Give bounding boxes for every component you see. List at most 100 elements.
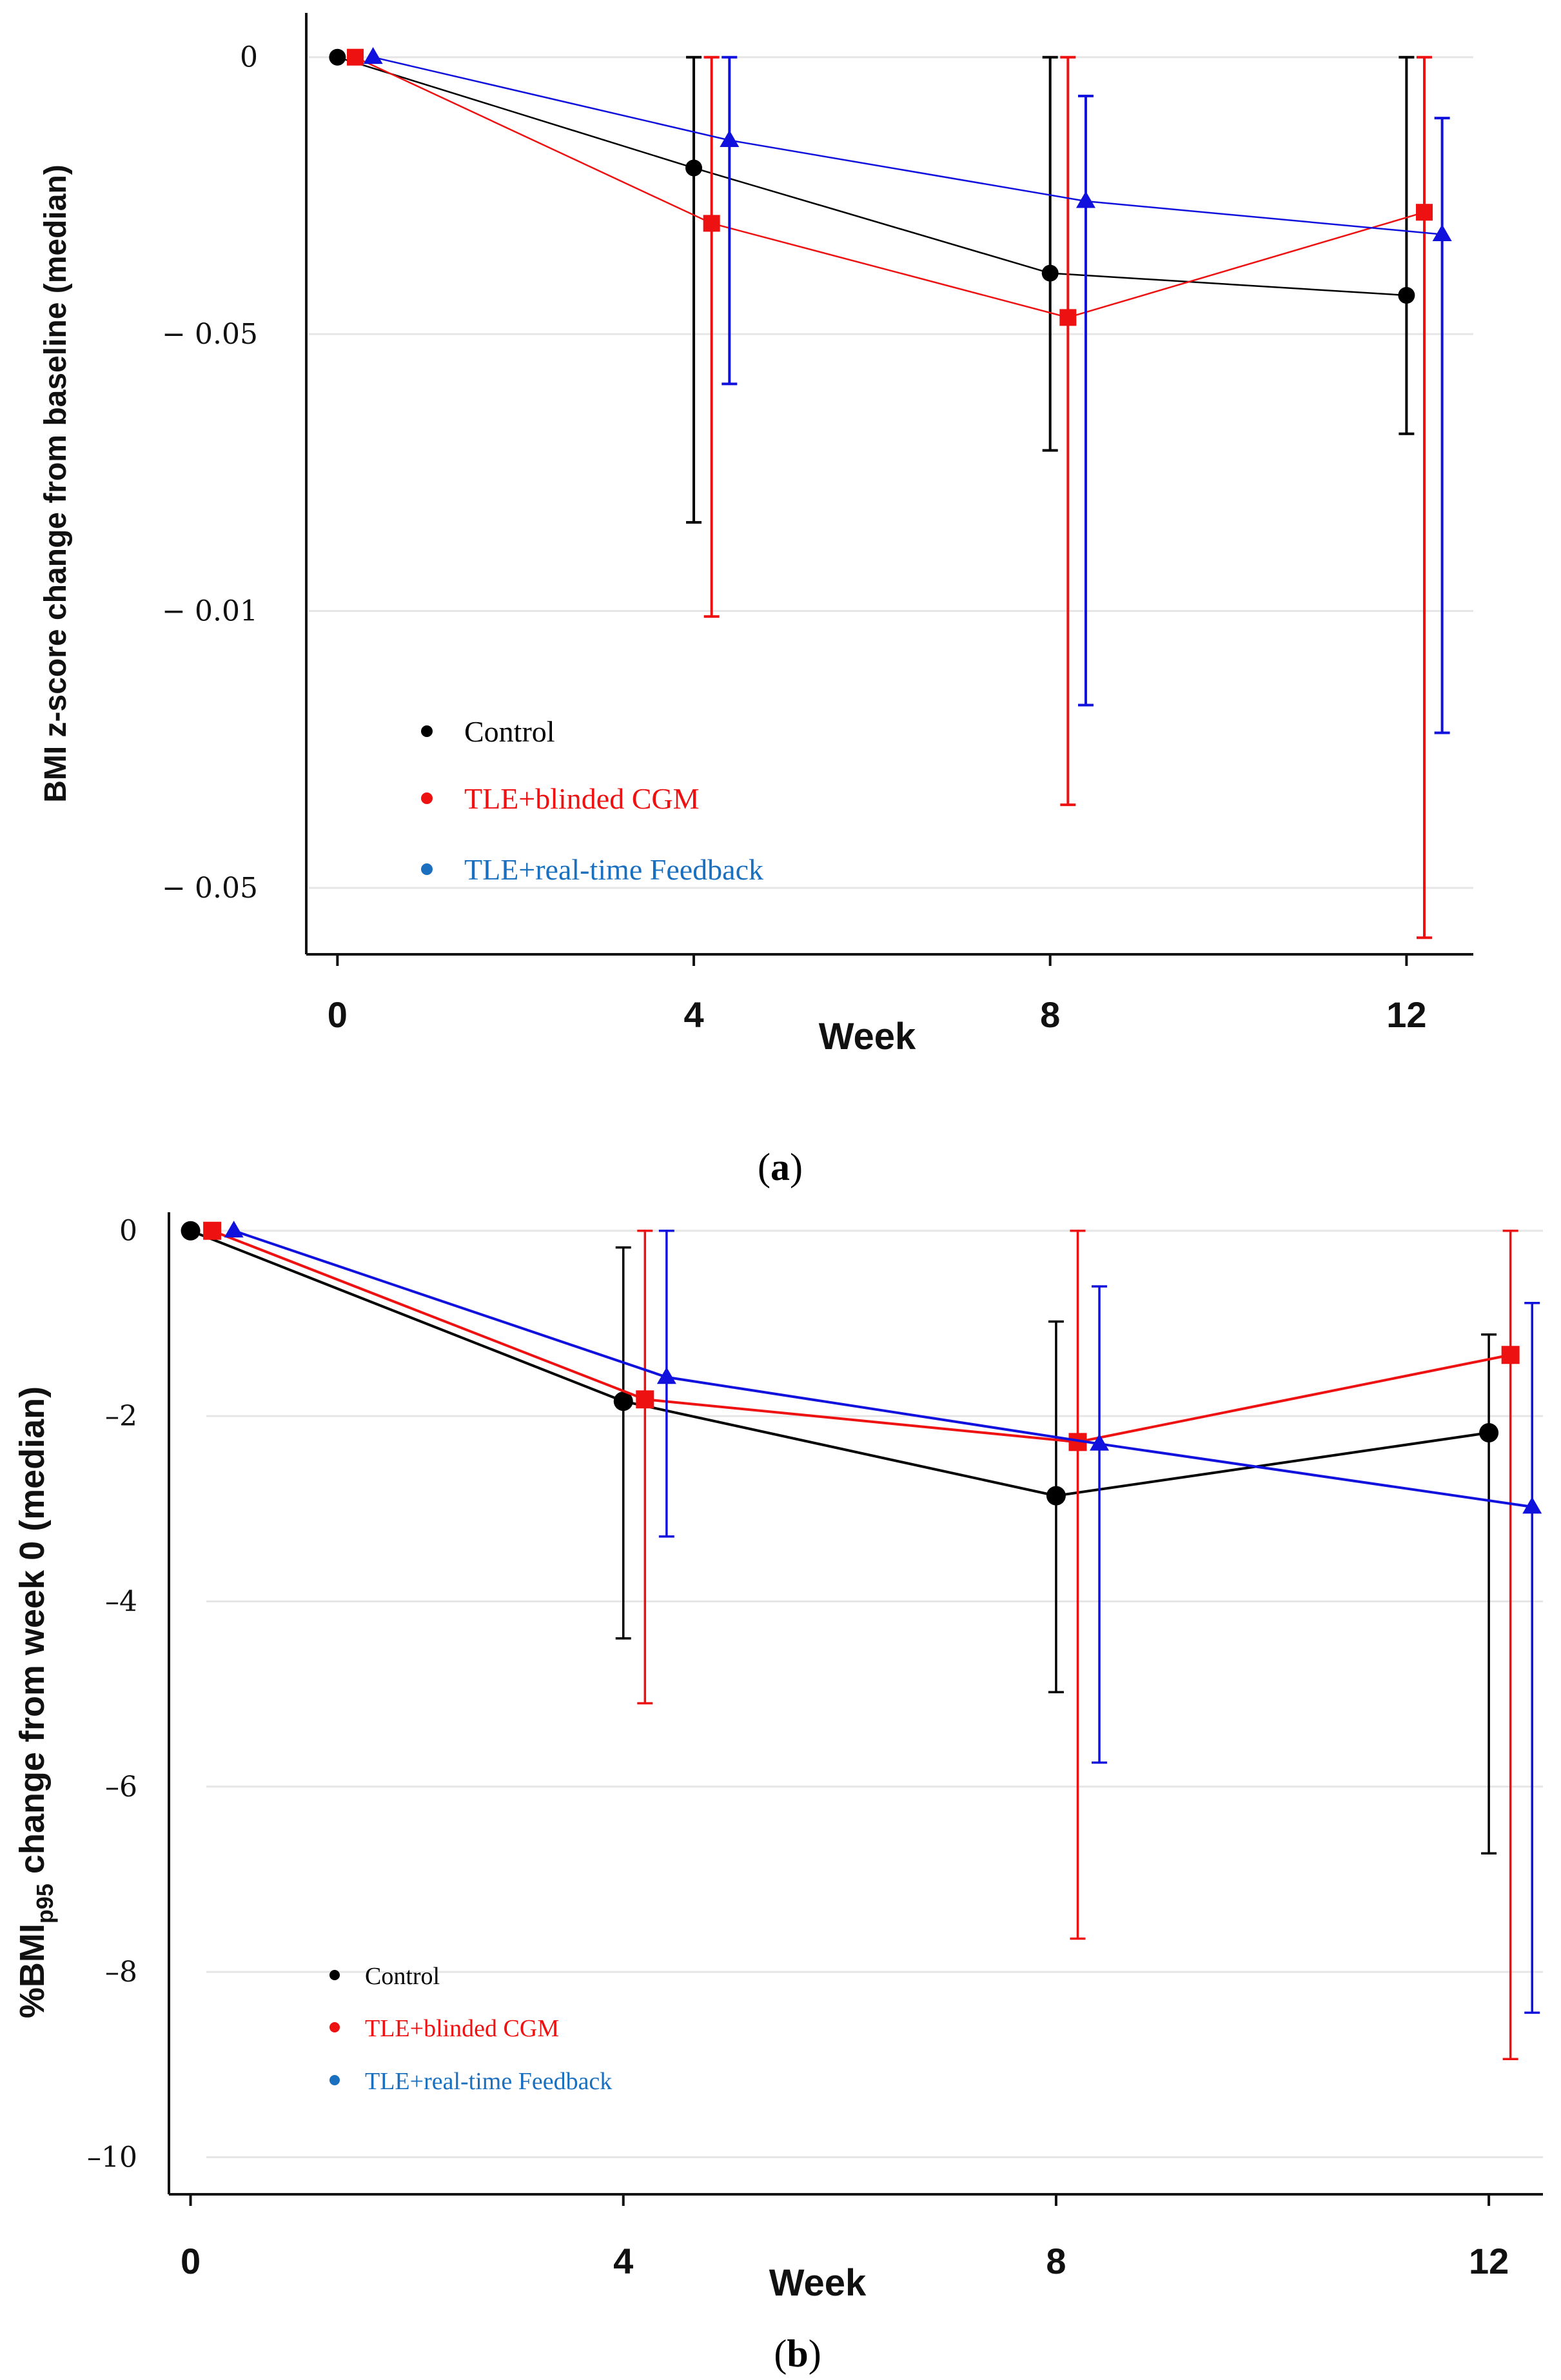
- panel-a-point-blinded: [703, 215, 720, 232]
- panel-a-series-control: [329, 48, 1415, 524]
- panel-b-x-tick-label: 12: [1469, 2241, 1509, 2281]
- panel-b-point-control: [1046, 1486, 1066, 1506]
- panel-a-point-realtime: [363, 47, 383, 64]
- panel-b-y-axis-label: %BMIp95 change from week 0 (median): [13, 1386, 58, 2018]
- panel-b-legend-marker-blinded: [329, 2022, 340, 2032]
- panel-a-legend: Control TLE+blinded CGM TLE+real-time Fe…: [421, 715, 763, 886]
- panel-b-y-tick-label: –2: [105, 1400, 137, 1433]
- panel-b-point-realtime: [1522, 1497, 1542, 1514]
- panel-a-point-blinded: [1059, 309, 1077, 326]
- panel-b-y-ticks: 0 –2 –4 –6 –8 –10: [87, 1215, 137, 2174]
- panel-b-series-blinded: [203, 1221, 1520, 2060]
- panel-a-series: [329, 47, 1452, 939]
- panel-a-legend-label-blinded: TLE+blinded CGM: [464, 782, 700, 815]
- panel-a-y-tick-label: − 0.05: [162, 318, 258, 351]
- panel-a-errorbar-control: [1042, 55, 1058, 452]
- panel-a-errorbar-blinded: [1060, 55, 1076, 807]
- panel-b-line-control: [190, 1229, 1489, 1497]
- panel-a-series-realtime: [363, 47, 1452, 734]
- panel-a-y-tick-label: − 0.01: [162, 595, 258, 628]
- panel-a-point-realtime: [1432, 224, 1452, 241]
- panel-b-gridlines: [206, 1230, 1543, 2159]
- panel-a-x-tick-label: 4: [683, 994, 703, 1035]
- panel-b-y-axis-label-main: %BMI: [13, 1923, 52, 2018]
- panel-b-legend-label-control: Control: [365, 1963, 440, 1990]
- panel-b-point-realtime: [656, 1367, 676, 1384]
- panel-b-errorbar-control: [615, 1246, 631, 1640]
- panel-a-line-control: [337, 56, 1407, 297]
- panel-a-x-ticks: 0 4 8 12: [328, 954, 1427, 1035]
- panel-a-y-ticks: 0 − 0.05 − 0.01 − 0.05: [162, 41, 258, 905]
- panel-b-x-ticks: 0 4 8 12: [181, 2194, 1509, 2281]
- panel-a-line-realtime: [373, 56, 1442, 235]
- panel-b-series: [181, 1221, 1542, 2060]
- panel-a-line-blinded: [355, 56, 1425, 319]
- panel-b-point-control: [613, 1392, 633, 1411]
- panel-b-errorbar-control: [1481, 1333, 1497, 1855]
- panel-b-errorbar-blinded: [1502, 1229, 1518, 2060]
- panel-b-caption: (b): [774, 2332, 821, 2375]
- panel-b-series-control: [181, 1221, 1499, 1855]
- panel-b-chart: 0 4 8 12 0 –2 –4 –6 –8 –10 Week %BMIp95 change f…: [13, 1212, 1543, 2304]
- panel-b-y-tick-label: –4: [105, 1585, 137, 1618]
- panel-b-errorbar-realtime: [1524, 1302, 1540, 2014]
- panel-b-y-axis-label-sub: p95: [32, 1883, 58, 1923]
- panel-a-errorbar-realtime: [722, 55, 738, 386]
- panel-a-point-blinded: [346, 48, 364, 66]
- panel-a-y-tick-label: 0: [240, 41, 258, 74]
- panel-a-point-control: [329, 48, 346, 66]
- panel-a-legend-marker-realtime: [421, 863, 433, 875]
- panel-a-legend-marker-control: [421, 725, 433, 737]
- panel-b-y-tick-label: –6: [105, 1771, 137, 1804]
- panel-a-errorbar-blinded: [1417, 55, 1433, 939]
- panel-b-errorbar-blinded: [637, 1229, 653, 1705]
- panel-b-legend-label-realtime: TLE+real-time Feedback: [365, 2068, 612, 2095]
- panel-a-errorbar-realtime: [1077, 94, 1094, 707]
- panel-b-legend: Control TLE+blinded CGM TLE+real-time Fe…: [329, 1963, 612, 2095]
- panel-b-point-realtime: [1090, 1433, 1110, 1451]
- panel-b-errorbar-blinded: [1070, 1229, 1086, 1940]
- panel-a-y-axis-label: BMI z-score change from baseline (median…: [39, 164, 73, 803]
- panel-b-point-realtime: [224, 1221, 244, 1238]
- panel-a-point-control: [685, 159, 703, 177]
- panel-b-legend-label-blinded: TLE+blinded CGM: [365, 2015, 559, 2042]
- panel-b-x-tick-label: 0: [181, 2241, 201, 2281]
- panel-a-errorbar-blinded: [703, 55, 720, 618]
- panel-a-errorbar-control: [686, 55, 702, 524]
- panel-a-caption: (a): [758, 1146, 803, 1188]
- panel-a-errorbar-control: [1399, 55, 1415, 435]
- panel-a-x-tick-label: 0: [328, 994, 348, 1035]
- panel-b-y-tick-label: –8: [105, 1956, 137, 1989]
- panel-b-line-blinded: [211, 1229, 1511, 1444]
- panel-b-x-tick-label: 4: [613, 2241, 633, 2281]
- panel-a-x-tick-label: 12: [1386, 994, 1426, 1035]
- panel-a-point-blinded: [1416, 204, 1433, 221]
- panel-b-series-realtime: [224, 1221, 1542, 2014]
- panel-a-errorbar-realtime: [1434, 117, 1450, 734]
- panel-a-x-tick-label: 8: [1040, 994, 1060, 1035]
- panel-b-y-axis-label-rest: change from week 0 (median): [13, 1386, 52, 1883]
- panel-b-point-control: [181, 1221, 201, 1241]
- panel-a-point-realtime: [720, 130, 740, 147]
- panel-b-point-blinded: [1501, 1346, 1520, 1364]
- panel-a-y-tick-label: − 0.05: [162, 872, 258, 905]
- panel-a-legend-label-control: Control: [464, 715, 555, 748]
- panel-b-point-blinded: [636, 1390, 654, 1409]
- panel-a-point-control: [1398, 287, 1415, 304]
- panel-b-legend-marker-realtime: [329, 2075, 340, 2085]
- panel-a-legend-label-realtime: TLE+real-time Feedback: [464, 853, 763, 886]
- panel-a-point-control: [1041, 264, 1059, 282]
- panel-b-x-tick-label: 8: [1046, 2241, 1066, 2281]
- panel-a-legend-marker-blinded: [421, 792, 433, 804]
- panel-b-errorbar-realtime: [1092, 1285, 1108, 1764]
- panel-b-legend-marker-control: [329, 1970, 340, 1980]
- panel-b-x-axis-label: Week: [769, 2262, 867, 2304]
- panel-a-series-blinded: [346, 48, 1433, 939]
- panel-a-gridlines: [308, 56, 1473, 889]
- panel-a-point-realtime: [1075, 191, 1095, 208]
- panel-b-y-tick-label: 0: [119, 1215, 137, 1248]
- panel-b-point-blinded: [203, 1221, 222, 1240]
- panel-b-errorbar-control: [1048, 1320, 1064, 1694]
- panel-b-y-tick-label: –10: [87, 2141, 137, 2174]
